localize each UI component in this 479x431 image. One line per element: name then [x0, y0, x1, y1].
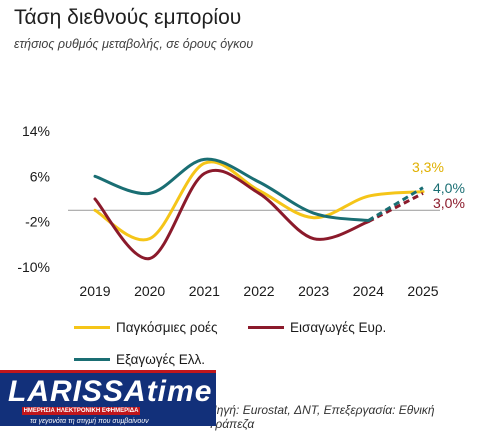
- y-tick-label: 6%: [30, 168, 50, 184]
- x-tick-label: 2020: [134, 283, 165, 299]
- chart-subtitle: ετήσιος ρυθμός μεταβολής, σε όρους όγκου: [14, 37, 254, 51]
- legend-label-gr-exports: Εξαγωγές Ελλ.: [116, 352, 206, 367]
- line-chart: 14% 6% -2% -10% 2019 2020 2021 2022 2023 2024 2025…: [17, 123, 465, 299]
- legend-item-eu-imports: Εισαγωγές Ευρ.: [248, 320, 386, 335]
- legend-item-world: Παγκόσμιες ροές: [74, 320, 218, 335]
- legend-swatch-gr-exports: [74, 358, 110, 361]
- logo-band: ΗΜΕΡΗΣΙΑ ΗΛΕΚΤΡΟΝΙΚΗ ΕΦΗΜΕΡΙΔΑ: [22, 407, 140, 415]
- chart-title: Τάση διεθνούς εμπορίου: [14, 6, 242, 29]
- y-tick-label: -2%: [25, 214, 50, 230]
- source-note: Πηγή: Eurostat, ΔΝΤ, Επεξεργασία: Εθνική…: [208, 403, 435, 431]
- end-value-label: 4,0%: [433, 180, 465, 196]
- series-line-gr-exports-projection: [367, 186, 424, 222]
- x-tick-label: 2022: [243, 283, 274, 299]
- legend-label-eu-imports: Εισαγωγές Ευρ.: [290, 320, 387, 335]
- series-line-eu-imports-projection: [367, 192, 424, 223]
- y-tick-label: 14%: [22, 123, 50, 139]
- end-value-label: 3,0%: [433, 195, 465, 211]
- x-tick-label: 2023: [298, 283, 329, 299]
- x-tick-label: 2019: [79, 283, 110, 299]
- legend-swatch-world: [74, 326, 110, 329]
- x-tick-label: 2025: [407, 283, 438, 299]
- series-line-gr-exports: [93, 157, 370, 223]
- legend-label-world: Παγκόσμιες ροές: [116, 320, 218, 335]
- newspaper-logo: LARISSAtime ΗΜΕΡΗΣΙΑ ΗΛΕΚΤΡΟΝΙΚΗ ΕΦΗΜΕΡΙ…: [0, 370, 216, 426]
- series-line-eu-imports: [93, 168, 370, 261]
- legend-swatch-eu-imports: [248, 326, 284, 329]
- y-tick-label: -10%: [17, 259, 50, 275]
- x-tick-label: 2021: [189, 283, 220, 299]
- logo-wordmark: LARISSAtime: [8, 375, 213, 408]
- series-line-world: [93, 160, 425, 242]
- logo-tagline: τα γεγονότα τη στιγμή που συμβαίνουν: [30, 418, 149, 425]
- x-tick-label: 2024: [353, 283, 384, 299]
- end-value-label: 3,3%: [412, 159, 444, 175]
- legend-item-gr-exports: Εξαγωγές Ελλ.: [74, 352, 205, 367]
